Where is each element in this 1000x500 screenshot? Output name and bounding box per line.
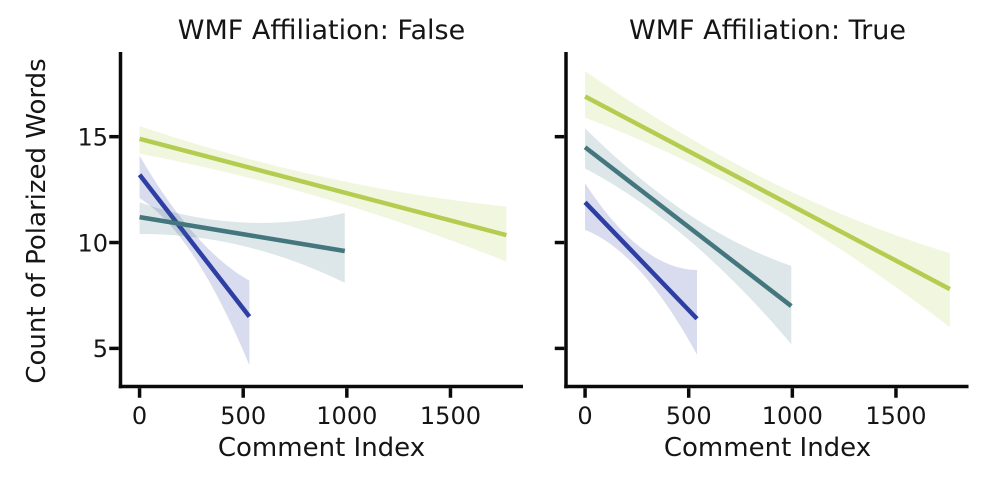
regression-line-teal: [583, 145, 793, 308]
panel-title-true: WMF Affiliation: True: [629, 15, 906, 46]
regression-line-yellow-green: [138, 136, 507, 238]
x-tick-label: 1000: [762, 402, 823, 430]
panel-title-false: WMF Affiliation: False: [177, 15, 466, 46]
x-tick-label: 1500: [865, 402, 926, 430]
ci-band-blue: [139, 155, 250, 366]
x-axis-label-left: Comment Index: [217, 433, 426, 463]
regression-line-blue: [583, 200, 699, 321]
ci-band-teal: [139, 202, 345, 283]
x-tick-label: 0: [577, 402, 592, 430]
regression-line-teal: [139, 214, 346, 254]
ci-band-yellow-green: [585, 71, 950, 328]
ci-band-teal: [585, 128, 792, 345]
y-tick-label: 10: [77, 229, 108, 257]
x-tick-label: 1000: [316, 402, 377, 430]
regression-line-yellow-green: [584, 94, 951, 292]
ci-band-blue: [585, 183, 697, 355]
plot-area: [583, 71, 951, 355]
x-tick-label: 500: [666, 402, 712, 430]
regression-line-blue: [137, 173, 252, 319]
plot-area: [137, 126, 507, 366]
x-tick-label: 1500: [420, 402, 481, 430]
y-tick-label: 5: [93, 335, 108, 363]
panel-true: 0 500 1000 1500: [554, 52, 969, 430]
y-axis-label: Count of Polarized Words: [22, 58, 52, 384]
panel-false: 0 500 1000 1500 5 10 15: [77, 52, 523, 430]
x-tick-label: 0: [132, 402, 147, 430]
x-axis-label-right: Comment Index: [663, 433, 872, 463]
y-tick-label: 15: [77, 123, 108, 151]
x-tick-label: 500: [220, 402, 266, 430]
ci-band-yellow-green: [139, 126, 507, 262]
